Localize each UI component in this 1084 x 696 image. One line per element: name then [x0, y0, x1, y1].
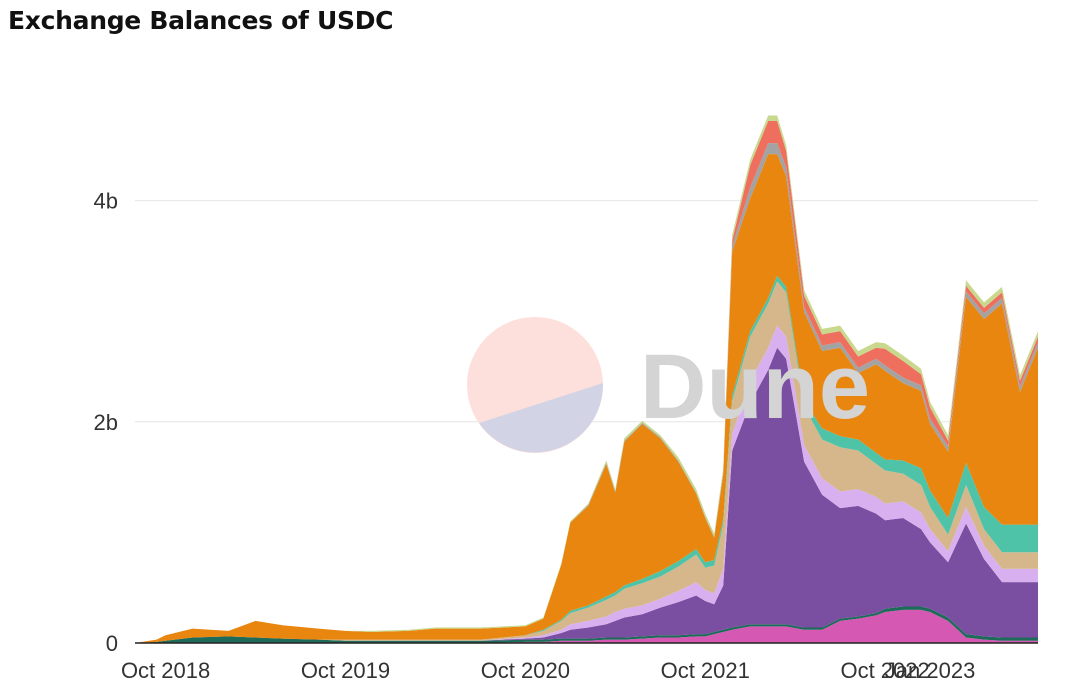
- area-series-2: [135, 606, 1038, 643]
- x-tick-label: Oct 2018: [121, 658, 210, 683]
- x-tick-label: Oct 2020: [481, 658, 570, 683]
- area-series-group: [135, 115, 1038, 644]
- x-tick-labels: Oct 2018 Oct 2019 Oct 2020 Oct 2021 Oct 2022…: [121, 658, 975, 683]
- area-series-7: [135, 154, 1038, 643]
- chart-title: Exchange Balances of USDC: [8, 6, 394, 35]
- x-tick-label: Oct 2021: [661, 658, 750, 683]
- area-series-1: [135, 609, 1038, 643]
- x-tick-label: Oct 2022: [840, 658, 929, 683]
- y-tick-label: 2b: [94, 410, 118, 435]
- y-tick-label: 4b: [94, 189, 118, 214]
- y-tick-label: 0: [106, 631, 118, 656]
- dune-watermark: Dune: [467, 317, 870, 453]
- area-series-3: [135, 347, 1038, 643]
- x-tick-label: Jan 2023: [885, 658, 976, 683]
- area-series-5: [135, 281, 1038, 643]
- x-tick-label: Oct 2019: [301, 658, 390, 683]
- watermark-logo-lower: [479, 383, 604, 453]
- watermark-text: Dune: [640, 336, 870, 438]
- y-tick-labels: 0 2b 4b: [94, 189, 118, 656]
